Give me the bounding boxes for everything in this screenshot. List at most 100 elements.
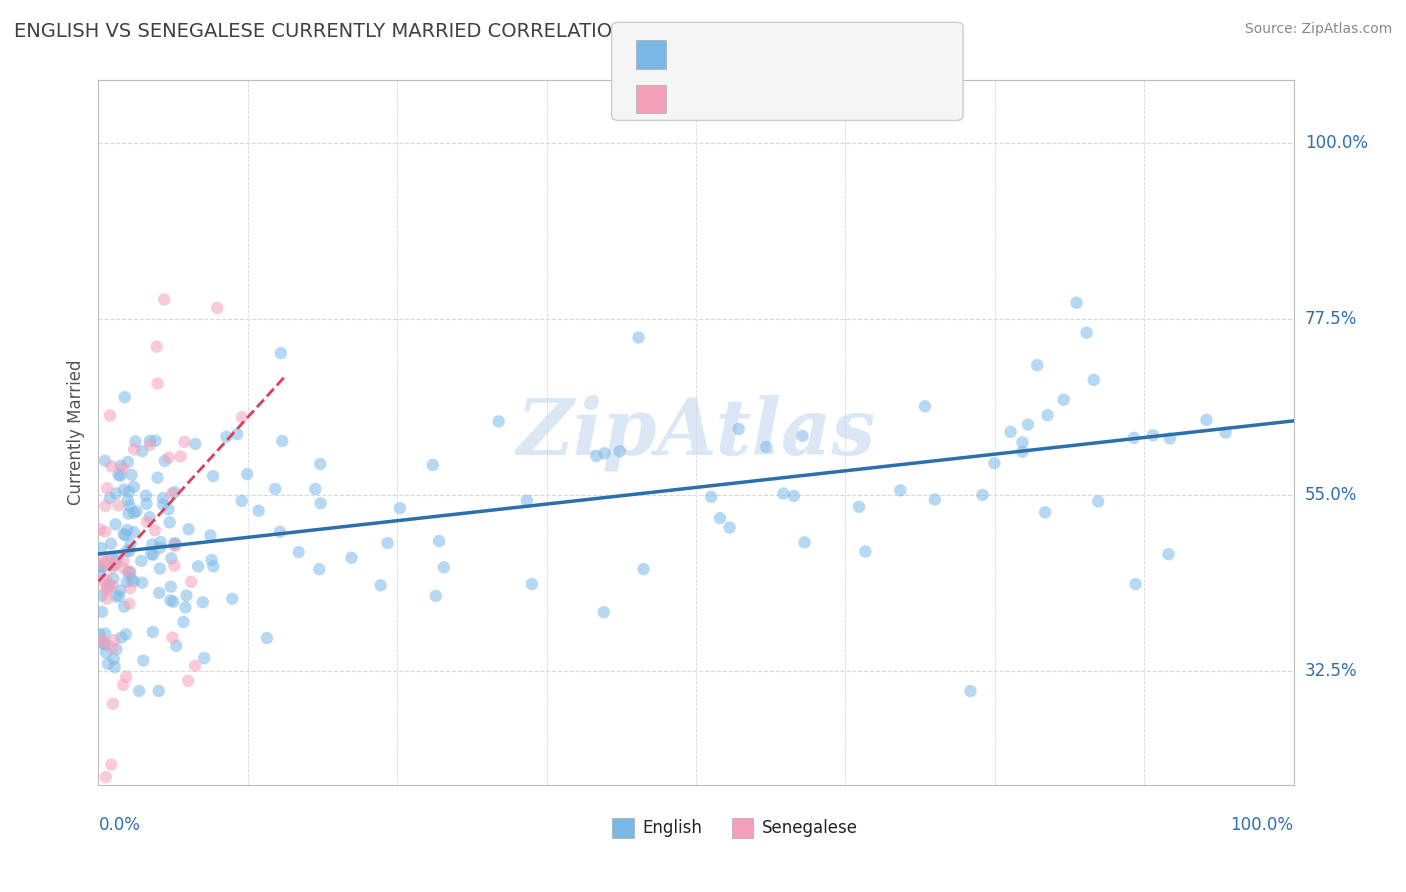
Point [176,589,198,603]
Point [138,510,160,524]
Point [718,520,741,534]
Point [388,501,411,516]
Point [231,410,253,425]
Point [141,537,163,551]
Text: 173: 173 [823,46,858,64]
Point [1036,408,1059,422]
Point [105,486,128,500]
Point [122,506,145,520]
Point [727,422,749,436]
Point [174,600,197,615]
Point [98,578,121,592]
Point [163,558,186,573]
Point [100,549,122,564]
Point [131,575,153,590]
Point [236,467,259,481]
Point [173,615,195,629]
Point [772,486,794,500]
Point [90,541,112,555]
Text: 0.0%: 0.0% [98,815,141,833]
Point [96,591,118,606]
Point [793,535,815,549]
Point [149,541,172,555]
Point [94,524,117,539]
Point [115,670,138,684]
Point [91,637,114,651]
Point [118,484,141,499]
Point [163,485,186,500]
Point [1053,392,1076,407]
Point [193,651,215,665]
Point [180,574,202,589]
Text: R =: R = [678,91,714,109]
Point [103,558,125,573]
Point [94,626,117,640]
Point [112,554,135,568]
Point [184,437,207,451]
Point [308,562,330,576]
Point [115,574,138,589]
Text: ZipAtlas: ZipAtlas [516,394,876,471]
Text: Senegalese: Senegalese [762,819,858,837]
Point [162,631,184,645]
Point [159,580,181,594]
Point [139,434,162,448]
Point [145,434,167,448]
Point [115,627,138,641]
Point [118,597,141,611]
Point [135,515,157,529]
Point [247,504,270,518]
Point [142,548,165,562]
Point [114,528,136,542]
Text: 0.373: 0.373 [710,46,763,64]
Point [1157,547,1180,561]
Point [709,511,731,525]
Point [304,482,326,496]
Point [149,535,172,549]
Point [112,599,135,614]
Point [959,684,981,698]
Point [100,459,122,474]
Point [1000,425,1022,439]
Text: R =: R = [678,46,714,64]
Point [783,489,806,503]
Point [105,556,128,570]
Point [112,561,135,575]
FancyBboxPatch shape [613,818,634,838]
Point [107,499,129,513]
Text: 55.0%: 55.0% [1305,486,1357,504]
Point [165,537,187,551]
Point [94,770,117,784]
Point [91,605,114,619]
Point [848,500,870,514]
Text: N =: N = [770,91,818,109]
Point [1083,373,1105,387]
Point [488,414,510,428]
Point [159,516,181,530]
Text: 100.0%: 100.0% [1230,815,1294,833]
Point [983,456,1005,470]
Point [1087,494,1109,508]
Text: Source: ZipAtlas.com: Source: ZipAtlas.com [1244,22,1392,37]
Point [173,434,195,449]
Point [117,455,139,469]
Point [593,446,616,460]
Point [100,558,122,572]
Point [592,605,614,619]
Point [132,654,155,668]
Point [163,539,186,553]
Point [585,449,607,463]
Point [1033,505,1056,519]
Point [122,442,145,457]
FancyBboxPatch shape [733,818,754,838]
Point [972,488,994,502]
Point [101,579,124,593]
Point [120,581,142,595]
Point [231,494,253,508]
Point [264,482,287,496]
Point [131,444,153,458]
Point [609,444,631,458]
Point [131,554,153,568]
Point [121,573,143,587]
Point [146,470,169,484]
